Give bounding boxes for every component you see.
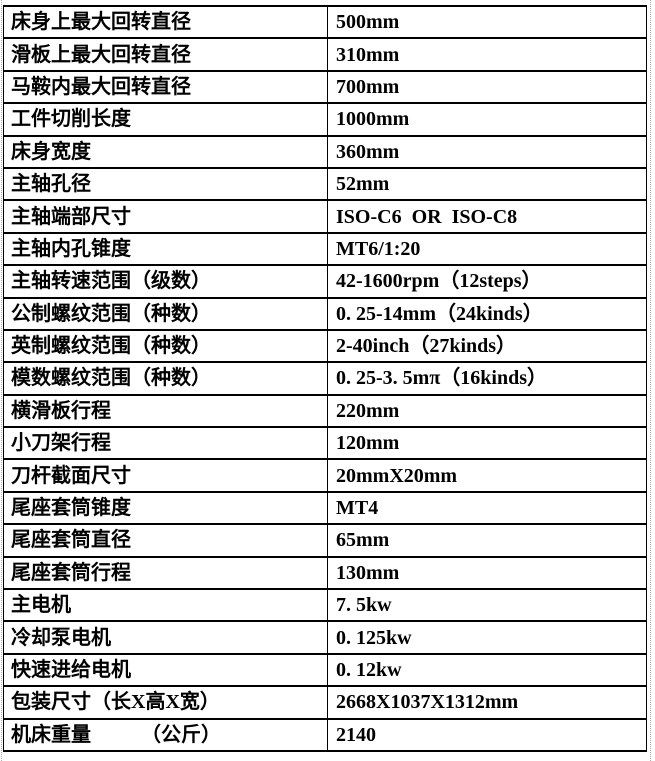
spec-value-cell: 120mm	[327, 426, 647, 461]
spec-value-cell: MT4	[327, 490, 647, 526]
spec-label-cell: 主电机	[3, 588, 328, 623]
table-row: 床身宽度 360mm	[3, 134, 647, 169]
spec-value-cell: 0. 25-3. 5mπ（16kinds）	[327, 361, 647, 396]
spec-value-cell: MT6/1:20	[327, 231, 647, 267]
spec-value-cell: 0. 12kw	[327, 652, 647, 688]
table-row: 床身上最大回转直径 500mm	[3, 4, 647, 40]
spec-label-cell: 公制螺纹范围（种数）	[3, 296, 328, 331]
spec-value-cell: 500mm	[327, 4, 647, 40]
spec-value-cell: 2-40inch（27kinds）	[327, 328, 647, 364]
table-row: 机床重量 （公斤） 2140	[3, 717, 647, 752]
spec-value-cell: 0. 125kw	[327, 620, 647, 655]
spec-label-cell: 马鞍内最大回转直径	[3, 69, 328, 105]
table-row: 模数螺纹范围（种数） 0. 25-3. 5mπ（16kinds）	[3, 361, 647, 396]
spec-value-cell: 700mm	[327, 69, 647, 105]
table-row: 英制螺纹范围（种数） 2-40inch（27kinds）	[3, 328, 647, 364]
table-row: 滑板上最大回转直径 310mm	[3, 37, 647, 72]
spec-label-cell: 包装尺寸（长X高X宽）	[3, 685, 328, 720]
spec-value-cell: 65mm	[327, 523, 647, 558]
spec-label-cell: 冷却泵电机	[3, 620, 328, 655]
spec-label-cell: 主轴内孔锥度	[3, 231, 328, 267]
spec-label-cell: 刀杆截面尺寸	[3, 458, 328, 493]
spec-label-cell: 机床重量 （公斤）	[3, 717, 328, 752]
page-boundary-right	[650, 0, 651, 761]
table-row: 包装尺寸（长X高X宽） 2668X1037X1312mm	[3, 685, 647, 720]
table-row: 尾座套筒直径 65mm	[3, 523, 647, 558]
spec-value-cell: 130mm	[327, 555, 647, 591]
spec-value-cell: ISO-C6 OR ISO-C8	[327, 199, 647, 234]
spec-value-cell: 1000mm	[327, 102, 647, 137]
spec-value-cell: 42-1600rpm（12steps）	[327, 264, 647, 299]
table-row: 主轴端部尺寸 ISO-C6 OR ISO-C8	[3, 199, 647, 234]
spec-value-cell: 2140	[327, 717, 647, 752]
table-row: 主轴孔径 52mm	[3, 166, 647, 202]
spec-value-cell: 52mm	[327, 166, 647, 202]
spec-value-cell: 20mmX20mm	[327, 458, 647, 493]
table-row: 马鞍内最大回转直径 700mm	[3, 69, 647, 105]
table-row: 尾座套筒行程 130mm	[3, 555, 647, 591]
spec-label-cell: 主轴端部尺寸	[3, 199, 328, 234]
table-row: 冷却泵电机 0. 125kw	[3, 620, 647, 655]
spec-label-cell: 尾座套筒行程	[3, 555, 328, 591]
spec-label-cell: 尾座套筒直径	[3, 523, 328, 558]
page-boundary-left	[1, 0, 2, 761]
spec-value-cell: 0. 25-14mm（24kinds）	[327, 296, 647, 331]
table-row: 快速进给电机 0. 12kw	[3, 652, 647, 688]
spec-label-cell: 工件切削长度	[3, 102, 328, 137]
spec-label-cell: 横滑板行程	[3, 393, 328, 429]
spec-label-cell: 模数螺纹范围（种数）	[3, 361, 328, 396]
spec-label-cell: 主轴转速范围（级数）	[3, 264, 328, 299]
spec-value-cell: 360mm	[327, 134, 647, 169]
spec-label-cell: 尾座套筒锥度	[3, 490, 328, 526]
spec-label-cell: 小刀架行程	[3, 426, 328, 461]
spec-value-cell: 310mm	[327, 37, 647, 72]
spec-label-cell: 滑板上最大回转直径	[3, 37, 328, 72]
spec-value-cell: 7. 5kw	[327, 588, 647, 623]
spec-label-cell: 床身宽度	[3, 134, 328, 169]
table-row: 主电机 7. 5kw	[3, 588, 647, 623]
spec-label-cell: 英制螺纹范围（种数）	[3, 328, 328, 364]
table-row: 小刀架行程 120mm	[3, 426, 647, 461]
spec-label-cell: 主轴孔径	[3, 166, 328, 202]
spec-label-cell: 床身上最大回转直径	[3, 4, 328, 40]
spec-value-cell: 2668X1037X1312mm	[327, 685, 647, 720]
table-row: 刀杆截面尺寸 20mmX20mm	[3, 458, 647, 493]
machine-spec-table: 床身上最大回转直径 500mm 滑板上最大回转直径 310mm 马鞍内最大回转直…	[3, 4, 647, 752]
table-row: 工件切削长度 1000mm	[3, 102, 647, 137]
table-row: 主轴内孔锥度 MT6/1:20	[3, 231, 647, 267]
table-row: 公制螺纹范围（种数） 0. 25-14mm（24kinds）	[3, 296, 647, 331]
table-row: 主轴转速范围（级数） 42-1600rpm（12steps）	[3, 264, 647, 299]
table-row: 横滑板行程 220mm	[3, 393, 647, 429]
spec-label-cell: 快速进给电机	[3, 652, 328, 688]
spec-value-cell: 220mm	[327, 393, 647, 429]
table-row: 尾座套筒锥度 MT4	[3, 490, 647, 526]
spec-table-body: 床身上最大回转直径 500mm 滑板上最大回转直径 310mm 马鞍内最大回转直…	[3, 4, 647, 752]
